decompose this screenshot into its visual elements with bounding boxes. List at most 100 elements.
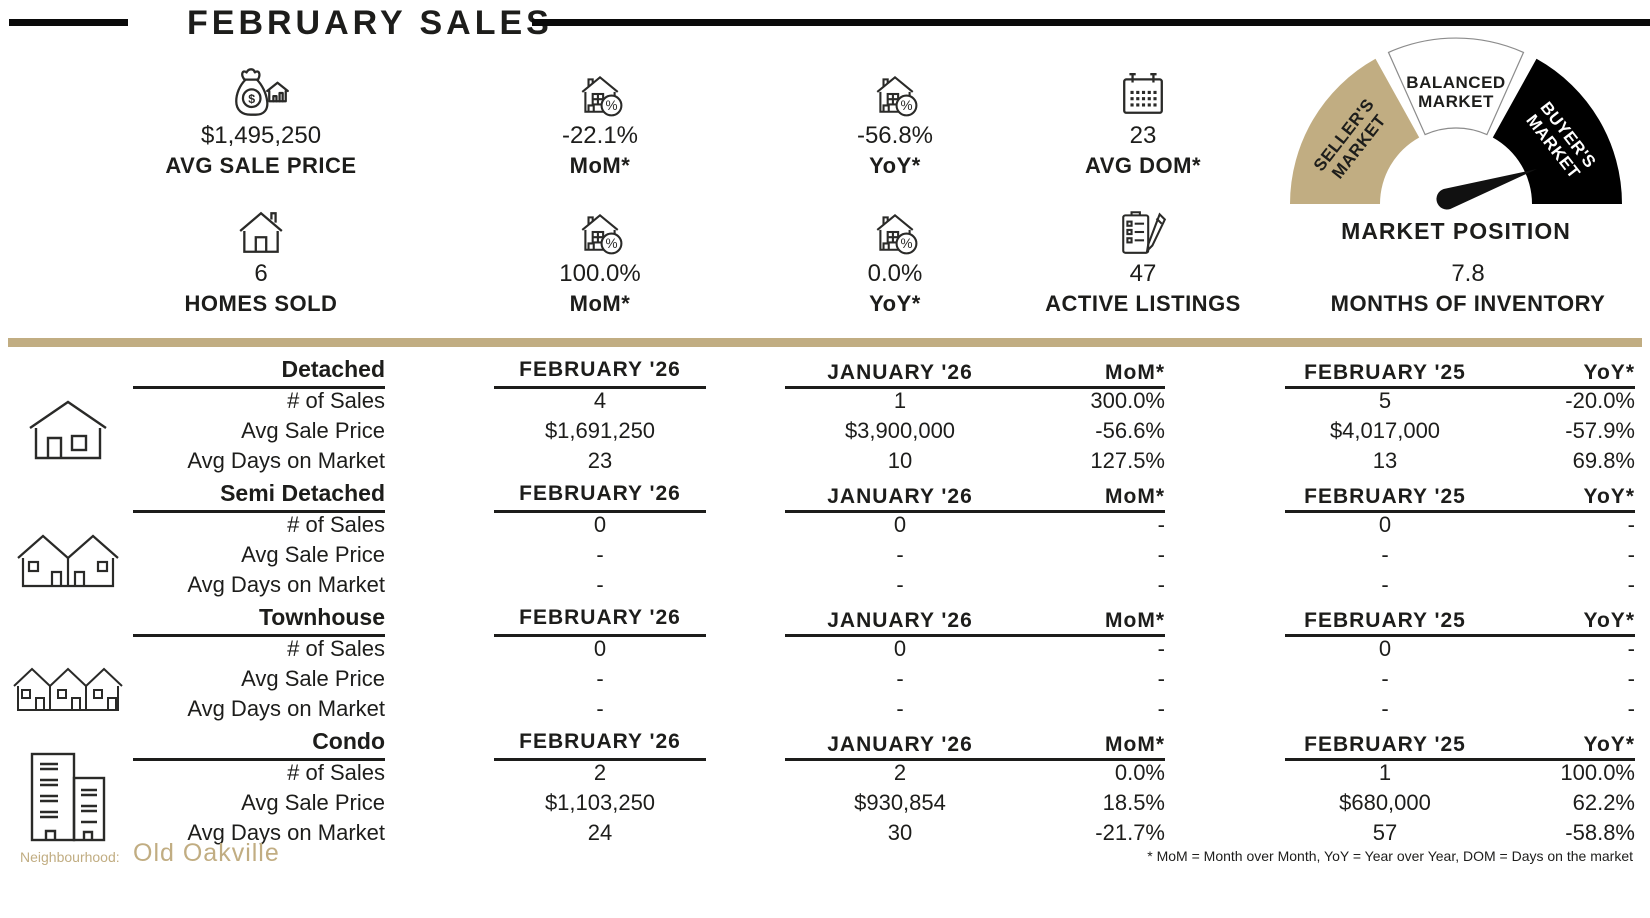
house-percent-icon: % [450,60,750,118]
row-label: Avg Days on Market [187,572,385,597]
table-row: # of Sales 0 0 - 0 - [0,510,1650,540]
cell-mom: - [1157,572,1165,597]
stat-value: 47 [1129,260,1157,287]
cell-jan26: - [896,666,904,691]
stat-label: AVG DOM* [1084,153,1202,178]
money-bag-house-icon: $ [111,60,411,118]
group-name: Townhouse [133,604,385,637]
table-group-detached: Detached FEBRUARY '26 JANUARY '26 MoM* F… [0,352,1650,476]
cell-mom: 18.5% [1102,790,1165,815]
cell-mom: - [1157,666,1165,691]
stat-label: MONTHS OF INVENTORY [1330,291,1606,316]
row-label: # of Sales [287,636,385,661]
cell-mom: 0.0% [1114,760,1165,785]
cell-mom: - [1157,696,1165,721]
gauge-needle [1436,169,1537,210]
cell-feb25: - [1381,696,1389,721]
gauge-segment-balanced [1387,37,1525,136]
house-percent-icon: % [450,198,750,256]
footnote: * MoM = Month over Month, YoY = Year ove… [1147,848,1633,864]
cell-jan26: - [896,696,904,721]
svg-text:$: $ [248,92,255,106]
cell-jan26: 10 [887,448,913,473]
table-row: Avg Sale Price - - - - - [0,540,1650,570]
cell-mom: - [1157,542,1165,567]
group-name: Condo [133,728,385,761]
group-name: Semi Detached [133,480,385,513]
cell-jan26: $3,900,000 [844,418,956,443]
cell-yoy: -20.0% [1565,388,1635,413]
column-header-feb26: FEBRUARY '26 [494,730,706,761]
neighbourhood-value: Old Oakville [133,839,280,867]
cell-feb25: 0 [1378,512,1392,537]
detached-house-icon [6,398,130,462]
cell-yoy: - [1627,666,1635,691]
cell-yoy: - [1627,636,1635,661]
column-header-jan26: JANUARY '26 [827,732,973,756]
row-label: Avg Sale Price [241,542,385,567]
cell-yoy: -57.9% [1565,418,1635,443]
cell-feb25: 1 [1378,760,1392,785]
column-header-feb26: FEBRUARY '26 [494,358,706,389]
cell-mom: - [1157,512,1165,537]
cell-mom: -21.7% [1095,820,1165,845]
cell-feb26: 2 [593,760,607,785]
cell-mom: 300.0% [1090,388,1165,413]
stat-price-yoy: % -56.8% YoY* [745,60,1045,179]
stat-value: 23 [1129,122,1157,149]
stat-value: -56.8% [856,122,934,149]
cell-yoy: - [1627,542,1635,567]
column-header-yoy: YoY* [1583,484,1635,508]
row-label: # of Sales [287,760,385,785]
stat-label: MoM* [569,153,631,178]
cell-jan26: 1 [893,388,907,413]
stat-label: MoM* [569,291,631,316]
group-header-row: Semi Detached FEBRUARY '26 JANUARY '26 M… [0,480,1650,513]
cell-feb25: 0 [1378,636,1392,661]
house-icon [111,198,411,256]
cell-yoy: - [1627,512,1635,537]
stat-label: YoY* [869,291,921,316]
cell-feb25: 57 [1372,820,1398,845]
stat-label: HOMES SOLD [184,291,338,316]
cell-mom: - [1157,636,1165,661]
cell-feb26: - [596,572,604,597]
market-position-gauge: SELLER'S MARKET BALANCED MARKET BUYER'S … [1282,36,1630,245]
title-rule-right [532,19,1650,26]
stat-value: 7.8 [1451,260,1485,287]
table-row: Avg Sale Price - - - - - [0,664,1650,694]
stat-label: YoY* [869,153,921,178]
calendar-icon [993,60,1293,118]
cell-yoy: - [1627,696,1635,721]
stat-sales-mom: % 100.0% MoM* [450,198,750,317]
cell-jan26: 2 [893,760,907,785]
column-header-yoy: YoY* [1583,360,1635,384]
cell-feb26: 24 [587,820,613,845]
page-title: FEBRUARY SALES [187,4,553,42]
row-label: Avg Sale Price [241,418,385,443]
column-header-jan26: JANUARY '26 [827,360,973,384]
table-group-townhouse: Townhouse FEBRUARY '26 JANUARY '26 MoM* … [0,600,1650,724]
cell-yoy: 69.8% [1572,448,1635,473]
stat-avg-sale-price: $ $1,495,250 AVG SALE PRICE [111,60,411,179]
cell-feb26: $1,103,250 [544,790,656,815]
stat-value: 100.0% [559,260,641,287]
cell-feb26: 0 [593,636,607,661]
cell-mom: 127.5% [1090,448,1165,473]
table-row: Avg Days on Market - - - - - [0,694,1650,724]
svg-text:%: % [900,98,912,113]
row-label: Avg Days on Market [187,820,385,845]
clipboard-pencil-icon [993,198,1293,256]
table-row: # of Sales 4 1 300.0% 5 -20.0% [0,386,1650,416]
stat-label: AVG SALE PRICE [165,153,357,178]
cell-feb25: $680,000 [1339,790,1431,815]
stat-value: -22.1% [561,122,639,149]
group-header-row: Condo FEBRUARY '26 JANUARY '26 MoM* FEBR… [0,728,1650,761]
gauge-segment-buyers [1492,58,1622,204]
table-row: Avg Sale Price $1,691,250 $3,900,000 -56.… [0,416,1650,446]
title-rule-left [9,19,128,26]
gauge-title: MARKET POSITION [1341,218,1571,244]
table-row: Avg Days on Market 23 10 127.5% 13 69.8% [0,446,1650,476]
cell-feb25: - [1381,666,1389,691]
